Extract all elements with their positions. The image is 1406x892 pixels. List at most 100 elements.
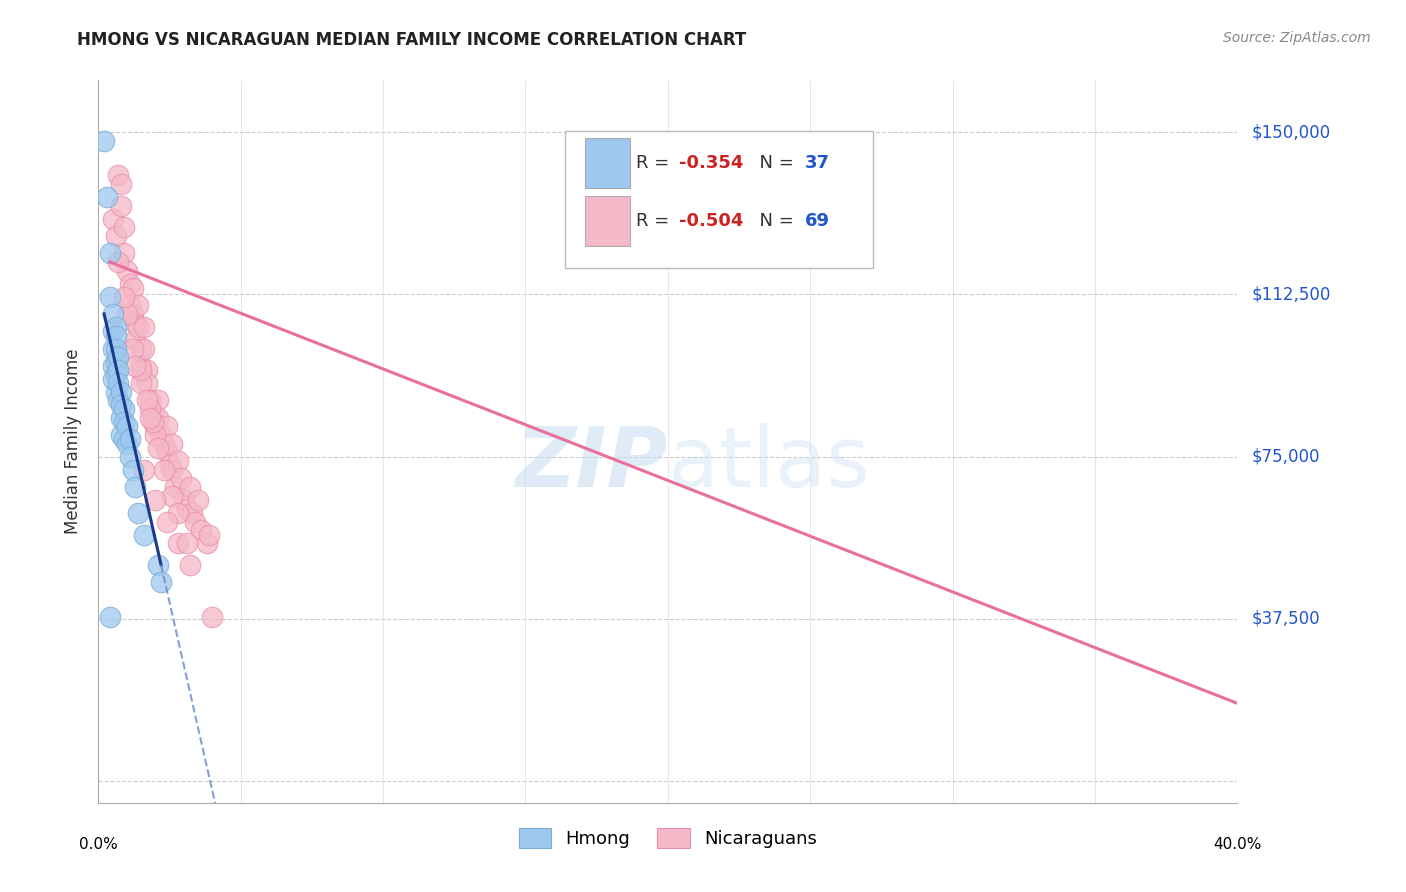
Text: $112,500: $112,500 [1251, 285, 1330, 303]
Point [110, 428, 132, 442]
Text: N =: N = [748, 211, 799, 230]
Point [135, 363, 157, 377]
Point [132, 527, 155, 541]
Point [184, 515, 207, 529]
Point [110, 177, 132, 191]
Text: ZIP: ZIP [515, 423, 668, 504]
Point [148, 441, 170, 455]
Point [138, 393, 160, 408]
Point [115, 436, 138, 450]
FancyBboxPatch shape [585, 195, 630, 246]
Point [98, 246, 121, 260]
Point [132, 342, 155, 356]
Text: HMONG VS NICARAGUAN MEDIAN FAMILY INCOME CORRELATION CHART: HMONG VS NICARAGUAN MEDIAN FAMILY INCOME… [77, 31, 747, 49]
Point [162, 489, 184, 503]
Text: $37,500: $37,500 [1251, 610, 1320, 628]
Point [107, 169, 129, 183]
Point [104, 368, 127, 382]
Text: R =: R = [636, 154, 675, 172]
FancyBboxPatch shape [565, 131, 873, 268]
Point [150, 575, 173, 590]
Point [170, 471, 193, 485]
Point [127, 319, 149, 334]
Text: $150,000: $150,000 [1251, 123, 1330, 141]
Point [167, 454, 190, 468]
Point [138, 410, 160, 425]
Point [112, 246, 135, 260]
Point [153, 436, 176, 450]
Point [190, 523, 212, 537]
Y-axis label: Median Family Income: Median Family Income [65, 349, 83, 534]
Point [162, 463, 184, 477]
Point [195, 536, 218, 550]
Point [153, 463, 176, 477]
FancyBboxPatch shape [585, 137, 630, 188]
Point [187, 492, 209, 507]
Point [156, 445, 179, 459]
Point [121, 281, 143, 295]
Point [118, 298, 141, 312]
Text: 40.0%: 40.0% [1213, 838, 1261, 853]
Point [150, 428, 173, 442]
Point [129, 359, 152, 373]
Point [107, 376, 129, 391]
Point [101, 372, 124, 386]
Point [179, 558, 201, 572]
Point [112, 220, 135, 235]
Point [127, 506, 149, 520]
Point [138, 402, 160, 417]
Point [124, 480, 146, 494]
Point [98, 290, 121, 304]
Point [110, 410, 132, 425]
Point [115, 419, 138, 434]
Point [112, 290, 135, 304]
Text: Source: ZipAtlas.com: Source: ZipAtlas.com [1223, 31, 1371, 45]
Point [101, 211, 124, 226]
Point [156, 419, 179, 434]
Point [167, 536, 190, 550]
Point [101, 324, 124, 338]
Point [129, 363, 152, 377]
Text: -0.354: -0.354 [679, 154, 744, 172]
Point [115, 307, 138, 321]
Point [176, 536, 198, 550]
Point [115, 263, 138, 277]
Point [112, 433, 135, 447]
Point [145, 492, 167, 507]
Point [132, 319, 155, 334]
Point [93, 134, 115, 148]
Text: 69: 69 [804, 211, 830, 230]
Text: atlas: atlas [668, 423, 869, 504]
Point [104, 354, 127, 368]
Point [148, 410, 170, 425]
Point [121, 307, 143, 321]
Point [110, 199, 132, 213]
Point [181, 506, 204, 520]
Point [135, 393, 157, 408]
Text: N =: N = [748, 154, 799, 172]
Point [124, 316, 146, 330]
Point [107, 363, 129, 377]
Point [104, 342, 127, 356]
Point [96, 190, 118, 204]
Point [124, 333, 146, 347]
Point [121, 463, 143, 477]
Text: 37: 37 [804, 154, 830, 172]
Point [165, 480, 187, 494]
Point [101, 359, 124, 373]
Point [104, 229, 127, 244]
Point [167, 506, 190, 520]
Point [101, 307, 124, 321]
Point [135, 376, 157, 391]
Text: $75,000: $75,000 [1251, 448, 1320, 466]
Point [110, 384, 132, 399]
Point [179, 480, 201, 494]
Point [145, 428, 167, 442]
Point [112, 402, 135, 417]
Point [198, 527, 221, 541]
Point [141, 415, 163, 429]
Point [201, 609, 224, 624]
Point [104, 384, 127, 399]
Point [107, 350, 129, 364]
Point [129, 376, 152, 391]
